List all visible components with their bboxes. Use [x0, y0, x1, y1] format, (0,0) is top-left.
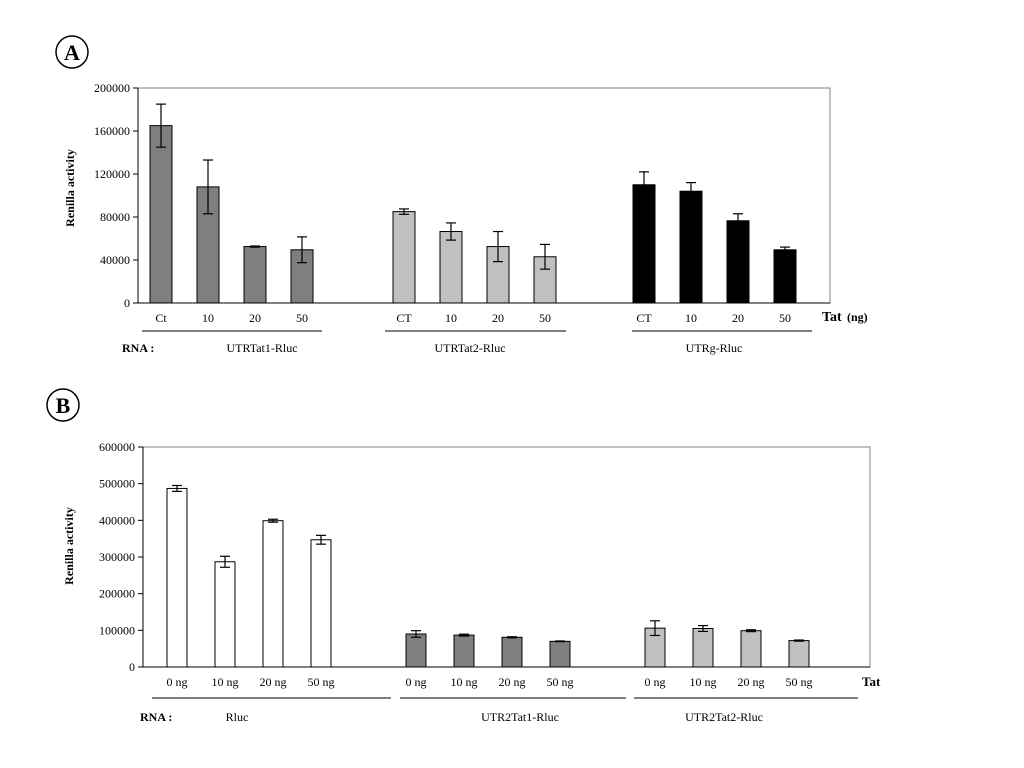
a-plot-frame	[137, 87, 831, 304]
a-x-tick-label: 20	[249, 311, 261, 325]
b-group-label: UTR2Tat1-Rluc	[481, 710, 559, 724]
a-y-tick-label: 120000	[94, 167, 130, 181]
panel-b-bars	[166, 484, 810, 668]
b-y-tick-label: 300000	[99, 550, 135, 564]
a-x-tick-label: CT	[396, 311, 412, 325]
a-x-tick-label: 50	[539, 311, 551, 325]
a-y-tick-label: 80000	[100, 210, 130, 224]
b-y-tick-label: 200000	[99, 587, 135, 601]
b-x-tick-label: 50 ng	[308, 675, 335, 689]
panel-b-x-tick-labels: 0 ng 10 ng 20 ng 50 ng 0 ng 10 ng 20 ng 50 ng 0 …	[167, 675, 813, 689]
b-y-tick-label: 600000	[99, 440, 135, 454]
a-x-tick-label: 50	[296, 311, 308, 325]
b-x-tick-label: 50 ng	[786, 675, 813, 689]
panel-a-group-labels: UTRTat1-Rluc UTRTat2-Rluc UTRg-Rluc	[142, 330, 812, 355]
panel-b-xlabel: Tat	[862, 674, 881, 689]
b-x-tick-label: 10 ng	[451, 675, 478, 689]
a-bar	[243, 246, 267, 304]
panel-b-ylabel: Renilla activity	[62, 507, 76, 585]
b-bar	[214, 561, 236, 668]
b-x-tick-label: 10 ng	[690, 675, 717, 689]
a-x-tick-label: Ct	[155, 311, 167, 325]
b-bar	[310, 539, 332, 668]
a-x-tick-label: 10	[685, 311, 697, 325]
b-x-tick-label: 0 ng	[645, 675, 666, 689]
b-y-tick-label: 0	[129, 660, 135, 674]
a-bar	[679, 190, 703, 304]
panel-a-badge	[55, 35, 89, 69]
a-x-tick-label: 10	[445, 311, 457, 325]
b-y-tick-label: 100000	[99, 623, 135, 637]
a-x-tick-label: 20	[492, 311, 504, 325]
panel-a-bars	[149, 103, 797, 304]
b-bar	[740, 630, 762, 668]
b-x-tick-label: 0 ng	[406, 675, 427, 689]
panel-a-xlabel-unit: (ng)	[847, 310, 868, 324]
panel-b-group-labels: Rluc UTR2Tat1-Rluc UTR2Tat2-Rluc	[152, 697, 858, 724]
a-x-tick-label: 10	[202, 311, 214, 325]
b-y-tick-label: 500000	[99, 477, 135, 491]
b-x-tick-label: 0 ng	[167, 675, 188, 689]
a-bar	[773, 249, 797, 304]
panel-a: A Renilla activity 0 40000 80000 120000 1600…	[55, 35, 868, 355]
b-group-label: UTR2Tat2-Rluc	[685, 710, 763, 724]
b-y-tick-label: 400000	[99, 513, 135, 527]
a-x-tick-label: 20	[732, 311, 744, 325]
panel-a-ylabel: Renilla activity	[63, 149, 77, 227]
panel-a-x-tick-labels: Ct 10 20 50 CT 10 20 50 CT 10 20 50	[155, 311, 791, 325]
a-x-tick-label: 50	[779, 311, 791, 325]
a-group-label: UTRTat1-Rluc	[226, 341, 297, 355]
a-group-label: UTRg-Rluc	[686, 341, 743, 355]
b-bar	[501, 636, 523, 668]
b-x-tick-label: 10 ng	[212, 675, 239, 689]
b-x-tick-label: 50 ng	[547, 675, 574, 689]
a-bar	[632, 184, 656, 304]
a-x-tick-label: CT	[636, 311, 652, 325]
a-bar	[726, 220, 750, 304]
b-bar	[405, 633, 427, 668]
panel-b-rna-label: RNA :	[140, 710, 172, 724]
a-bar	[149, 125, 173, 304]
panel-b-badge	[46, 388, 80, 422]
b-bar	[549, 640, 571, 668]
a-bar	[392, 211, 416, 304]
a-y-tick-label: 40000	[100, 253, 130, 267]
panel-a-xlabel: Tat	[822, 310, 842, 325]
b-x-tick-label: 20 ng	[260, 675, 287, 689]
b-x-tick-label: 20 ng	[738, 675, 765, 689]
b-bar	[453, 634, 475, 668]
b-group-label: Rluc	[226, 710, 249, 724]
a-group-label: UTRTat2-Rluc	[434, 341, 505, 355]
b-bar	[788, 640, 810, 668]
panel-b-label: B	[56, 393, 71, 418]
a-y-tick-label: 200000	[94, 81, 130, 95]
panel-b: B Renilla activity 0 100000 200000 300000 40…	[46, 388, 881, 724]
b-bar	[692, 628, 714, 668]
a-y-tick-label: 160000	[94, 124, 130, 138]
panel-a-rna-label: RNA :	[122, 341, 154, 355]
a-y-tick-label: 0	[124, 296, 130, 310]
b-bar	[262, 520, 284, 668]
a-bar	[439, 231, 463, 304]
b-bar	[166, 487, 188, 668]
b-x-tick-label: 20 ng	[499, 675, 526, 689]
panel-a-label: A	[64, 40, 80, 65]
